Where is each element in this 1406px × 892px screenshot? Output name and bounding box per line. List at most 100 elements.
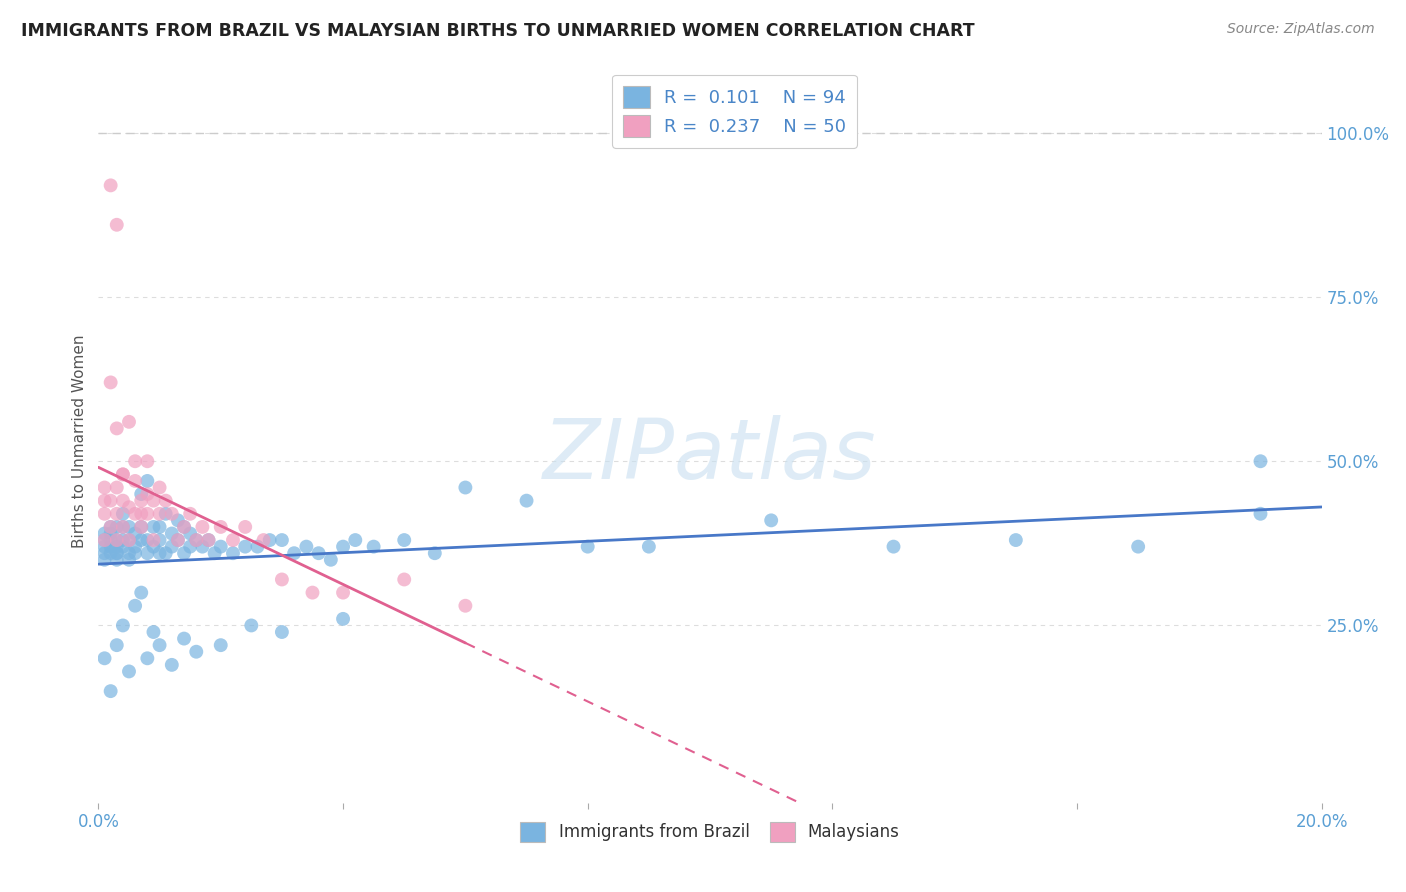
- Point: [118, 500, 141, 515]
- Point: [105, 507, 128, 521]
- Point: [129, 507, 152, 521]
- Point: [759, 513, 782, 527]
- Point: [100, 178, 122, 193]
- Point: [270, 573, 292, 587]
- Point: [160, 657, 183, 672]
- Point: [173, 520, 195, 534]
- Point: [105, 533, 128, 547]
- Point: [142, 625, 165, 640]
- Point: [129, 487, 152, 501]
- Point: [105, 540, 128, 554]
- Point: [1128, 540, 1150, 554]
- Point: [105, 533, 128, 547]
- Point: [118, 553, 141, 567]
- Point: [155, 546, 177, 560]
- Point: [129, 520, 152, 534]
- Point: [240, 618, 263, 632]
- Point: [149, 507, 172, 521]
- Point: [100, 526, 122, 541]
- Point: [111, 540, 134, 554]
- Point: [136, 546, 159, 560]
- Point: [149, 520, 172, 534]
- Point: [124, 546, 146, 560]
- Point: [100, 684, 122, 698]
- Point: [197, 533, 219, 547]
- Point: [124, 540, 146, 554]
- Point: [1249, 454, 1271, 468]
- Point: [118, 665, 141, 679]
- Point: [209, 638, 232, 652]
- Point: [149, 533, 172, 547]
- Point: [124, 526, 146, 541]
- Point: [111, 507, 134, 521]
- Point: [100, 520, 122, 534]
- Point: [1004, 533, 1026, 547]
- Point: [142, 533, 165, 547]
- Point: [423, 546, 446, 560]
- Point: [149, 481, 172, 495]
- Point: [167, 533, 190, 547]
- Point: [142, 493, 165, 508]
- Y-axis label: Births to Unmarried Women: Births to Unmarried Women: [72, 334, 87, 549]
- Point: [105, 520, 128, 534]
- Point: [105, 546, 128, 560]
- Point: [105, 421, 128, 435]
- Point: [252, 533, 274, 547]
- Point: [186, 533, 208, 547]
- Point: [93, 481, 115, 495]
- Point: [124, 599, 146, 613]
- Point: [142, 520, 165, 534]
- Point: [100, 520, 122, 534]
- Point: [883, 540, 905, 554]
- Point: [209, 540, 232, 554]
- Point: [118, 415, 141, 429]
- Point: [136, 474, 159, 488]
- Point: [155, 507, 177, 521]
- Point: [173, 546, 195, 560]
- Point: [454, 481, 477, 495]
- Point: [197, 533, 219, 547]
- Point: [129, 585, 152, 599]
- Point: [332, 585, 354, 599]
- Point: [111, 467, 134, 482]
- Point: [105, 481, 128, 495]
- Point: [155, 493, 177, 508]
- Point: [173, 632, 195, 646]
- Point: [179, 507, 201, 521]
- Point: [118, 546, 141, 560]
- Point: [246, 540, 269, 554]
- Text: Source: ZipAtlas.com: Source: ZipAtlas.com: [1227, 22, 1375, 37]
- Point: [191, 520, 214, 534]
- Point: [149, 638, 172, 652]
- Point: [332, 540, 354, 554]
- Point: [124, 474, 146, 488]
- Text: ZIPatlas: ZIPatlas: [543, 416, 877, 497]
- Point: [93, 546, 115, 560]
- Point: [93, 507, 115, 521]
- Point: [308, 546, 330, 560]
- Point: [344, 533, 367, 547]
- Point: [93, 533, 115, 547]
- Point: [93, 553, 115, 567]
- Point: [167, 533, 190, 547]
- Point: [191, 540, 214, 554]
- Point: [233, 520, 256, 534]
- Point: [111, 493, 134, 508]
- Point: [454, 599, 477, 613]
- Point: [160, 507, 183, 521]
- Point: [93, 493, 115, 508]
- Point: [259, 533, 281, 547]
- Point: [136, 454, 159, 468]
- Point: [270, 533, 292, 547]
- Point: [1249, 507, 1271, 521]
- Point: [160, 526, 183, 541]
- Point: [100, 376, 122, 390]
- Point: [93, 533, 115, 547]
- Point: [124, 454, 146, 468]
- Point: [105, 638, 128, 652]
- Point: [111, 618, 134, 632]
- Point: [233, 540, 256, 554]
- Point: [392, 573, 416, 587]
- Legend: Immigrants from Brazil, Malaysians: Immigrants from Brazil, Malaysians: [513, 815, 907, 848]
- Point: [124, 507, 146, 521]
